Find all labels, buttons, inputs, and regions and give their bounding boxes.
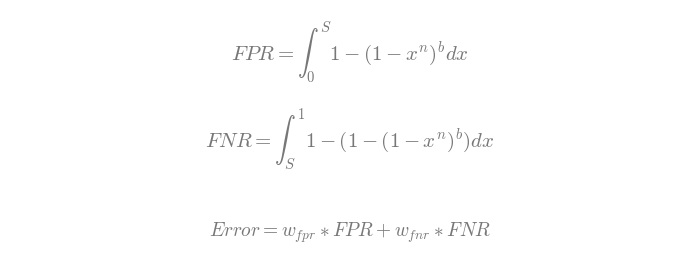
Text: $FNR = \int_S^1 1 - (1 - (1 - x^n)^b) dx$: $FNR = \int_S^1 1 - (1 - (1 - x^n)^b) dx… — [205, 107, 495, 173]
Text: $Error = w_{fpr} * FPR + w_{fnr} * FNR$: $Error = w_{fpr} * FPR + w_{fnr} * FNR$ — [209, 220, 491, 244]
Text: $FPR = \int_0^S 1 - (1 - x^n)^b dx$: $FPR = \int_0^S 1 - (1 - x^n)^b dx$ — [231, 20, 469, 86]
